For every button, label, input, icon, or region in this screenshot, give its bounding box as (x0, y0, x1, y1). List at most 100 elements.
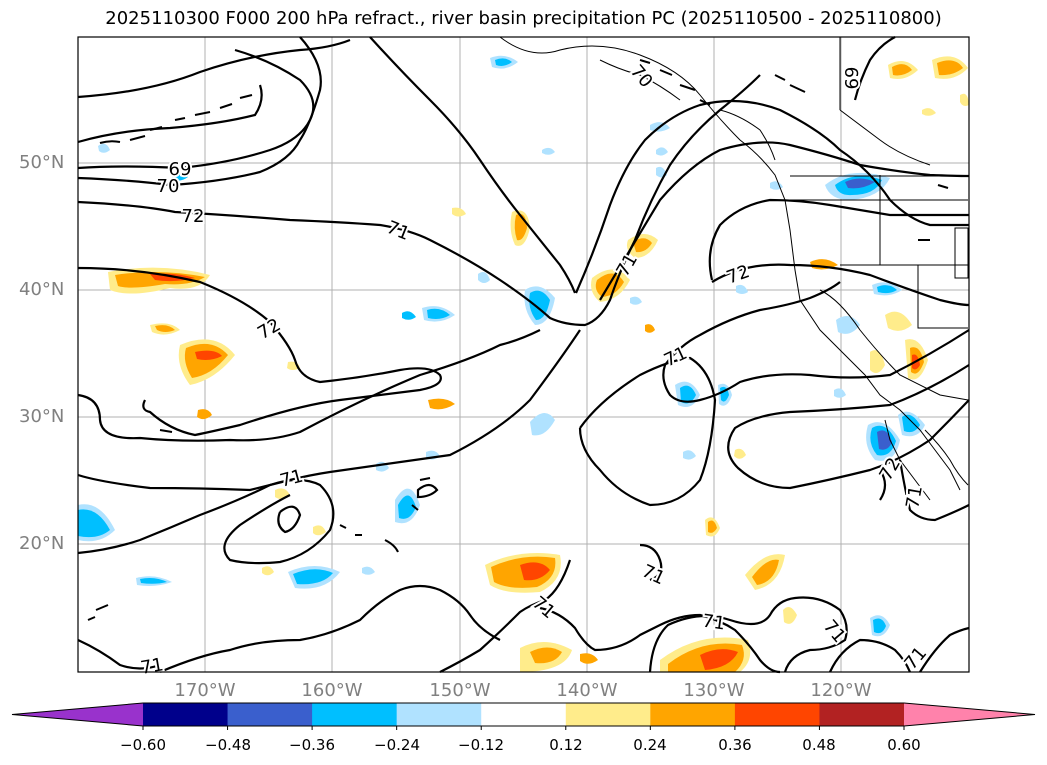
anomaly-blob (736, 284, 748, 294)
contour-line (578, 356, 717, 507)
colorbar-segment (481, 703, 567, 726)
colorbar-tick: 0.48 (802, 736, 836, 754)
anomaly-blob (195, 350, 222, 360)
contour-line (159, 584, 501, 674)
anomaly-blob (197, 409, 212, 420)
colorbar-tick: 0.36 (718, 736, 752, 754)
contour-label: 72 (182, 206, 205, 227)
lon-label-150w: 150°W (429, 680, 491, 701)
anomaly-blob (960, 93, 969, 106)
anomaly-blob (877, 285, 897, 294)
anomaly-blob (937, 60, 963, 76)
anomaly-blob (580, 653, 598, 664)
contour-line (727, 364, 970, 490)
contour-line (879, 469, 887, 501)
map-title: 2025110300 F000 200 hPa refract., river … (105, 8, 942, 29)
anomaly-blob (700, 649, 738, 670)
colorbar-tick: −0.24 (374, 736, 420, 754)
anomaly-blob (683, 450, 696, 460)
contour-line (898, 459, 970, 522)
anomaly-blob (680, 385, 696, 404)
anomaly-blob (98, 143, 110, 153)
contour-line (708, 198, 969, 281)
colorbar-segment (734, 703, 820, 726)
contour-line (77, 48, 315, 170)
anomaly-blob (520, 562, 550, 581)
colorbar-tick: 0.12 (549, 736, 583, 754)
colorbar-extend-high (904, 703, 1035, 726)
anomaly-blob (873, 618, 886, 634)
contour-line (599, 141, 970, 301)
contour-label: 71 (701, 611, 727, 635)
anomaly-blob (478, 272, 490, 283)
anomaly-blob (734, 448, 746, 459)
anomaly-blob (452, 207, 466, 217)
anomaly-blob (542, 147, 555, 155)
contour-line (853, 36, 896, 101)
contour-line (828, 638, 912, 673)
lon-label-170w: 170°W (174, 680, 236, 701)
contour-line (77, 38, 351, 99)
contour-line (77, 329, 541, 442)
contour-line (639, 543, 663, 582)
anomaly-blob (656, 147, 668, 156)
colorbar-extend-low (12, 703, 143, 726)
contour-line (919, 626, 970, 673)
anomaly-blob (708, 520, 717, 533)
colorbar-segment (819, 703, 905, 726)
contour-line (539, 606, 781, 674)
colorbar-segment (396, 703, 482, 726)
anomaly-blob (398, 495, 416, 519)
lon-label-130w: 130°W (683, 680, 745, 701)
contour-line (416, 483, 439, 499)
colorbar-tick: 0.60 (887, 736, 921, 754)
contour-label: 69 (842, 67, 863, 90)
lat-label-20n: 20°N (19, 533, 65, 554)
contour-line (648, 596, 848, 673)
colorbar-tick: −0.36 (289, 736, 335, 754)
lat-label-40n: 40°N (19, 279, 65, 300)
anomaly-blob (783, 606, 797, 624)
contour-line (277, 505, 302, 534)
anomaly-blob (836, 316, 860, 334)
anomaly-blob (140, 578, 167, 584)
anomaly-blob (428, 398, 455, 410)
lat-label-50n: 50°N (19, 152, 65, 173)
contour-line (369, 36, 577, 294)
lon-label-140w: 140°W (556, 680, 618, 701)
colorbar-segment (650, 703, 736, 726)
colorbar-tick: −0.60 (120, 736, 166, 754)
anomaly-blob (172, 171, 188, 181)
anomaly-blob (645, 324, 655, 333)
anomaly-blob (293, 569, 333, 585)
colorbar-tick: −0.12 (458, 736, 504, 754)
anomaly-blob (877, 430, 892, 450)
map-frame (77, 36, 970, 673)
anomaly-blob (78, 509, 110, 538)
anomaly-blob (155, 325, 175, 332)
lat-label-30n: 30°N (19, 406, 65, 427)
contour-line (439, 559, 572, 673)
contour-line (77, 84, 263, 144)
contour-label: 71 (139, 654, 165, 679)
contour-label: 69 (169, 159, 192, 180)
anomaly-blob (633, 238, 652, 253)
anomaly-blob (834, 388, 846, 398)
lon-label-120w: 120°W (810, 680, 872, 701)
contour-line (77, 36, 322, 187)
anomaly-blob (530, 647, 562, 664)
colorbar-segment (312, 703, 398, 726)
anomaly-blob (530, 412, 555, 436)
anomaly-blob (495, 58, 512, 66)
colorbar-tick: 0.24 (633, 736, 667, 754)
anomaly-blob (362, 566, 375, 575)
anomaly-blob (427, 308, 450, 319)
colorbar (11, 702, 1036, 730)
refractivity-contours (77, 36, 970, 674)
anomaly-blob (313, 525, 326, 536)
contour-line (711, 263, 970, 307)
anomaly-blob (630, 296, 642, 305)
anomaly-blob (845, 178, 875, 189)
anomaly-blob (262, 566, 274, 576)
